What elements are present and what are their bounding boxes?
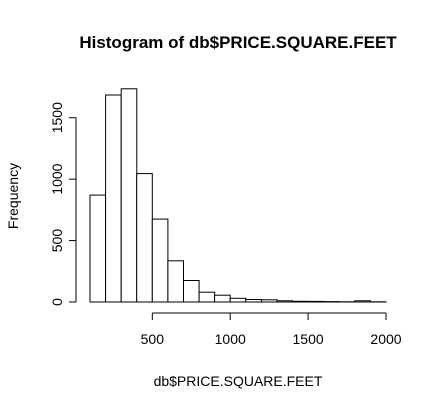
y-axis: 0 500 1000 1500 <box>49 102 77 306</box>
histogram-bar-6 <box>183 280 200 303</box>
histogram-bar-13 <box>292 300 309 303</box>
y-tick-label-2: 1000 <box>49 163 65 194</box>
histogram-bar-5 <box>167 260 184 303</box>
bars-group <box>89 88 387 303</box>
y-axis-label: Frequency <box>5 163 21 229</box>
x-axis-label: db$PRICE.SQUARE.FEET <box>154 373 323 389</box>
histogram-bar-4 <box>151 218 169 303</box>
histogram-bar-3 <box>136 173 153 303</box>
histogram-bar-12 <box>276 300 293 303</box>
x-tick-label-0: 500 <box>141 331 165 347</box>
histogram-bar-10 <box>245 299 262 303</box>
x-axis: 500 1000 1500 2000 <box>141 312 402 347</box>
histogram-bar-1 <box>105 94 122 303</box>
histogram-bar-14 <box>307 300 325 303</box>
y-tick-label-1: 500 <box>49 229 65 253</box>
chart-title: Histogram of db$PRICE.SQUARE.FEET <box>79 33 397 52</box>
y-tick-label-0: 0 <box>49 298 65 306</box>
y-tick-label-3: 1500 <box>49 102 65 133</box>
histogram-bar-11 <box>260 299 278 303</box>
x-tick-label-1: 1000 <box>215 331 246 347</box>
histogram-bar-7 <box>198 291 216 303</box>
x-tick-label-3: 2000 <box>370 331 401 347</box>
histogram-bar-9 <box>229 297 247 303</box>
x-tick-label-2: 1500 <box>293 331 324 347</box>
histogram-bar-0 <box>89 194 107 303</box>
histogram-bar-2 <box>120 88 138 303</box>
histogram-bar-17 <box>354 300 371 303</box>
histogram-bar-8 <box>214 294 231 303</box>
